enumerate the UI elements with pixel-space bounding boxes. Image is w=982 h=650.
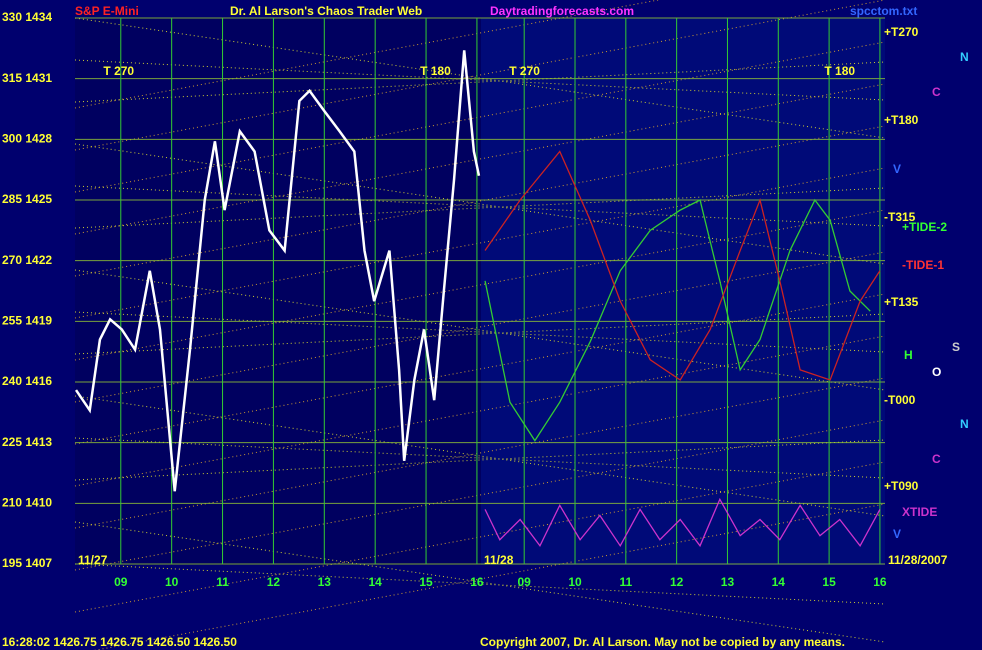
series-line <box>484 198 871 442</box>
y-tick-label: 225 1413 <box>2 435 52 449</box>
y-tick-label: 270 1422 <box>2 253 52 267</box>
y-tick-label: 300 1428 <box>2 132 52 146</box>
level-label: H <box>904 348 913 362</box>
level-label: +TIDE-2 <box>902 220 947 234</box>
x-tick-label: 12 <box>670 575 684 589</box>
decor-line <box>74 17 886 139</box>
x-tick-label: 11 <box>619 575 632 589</box>
level-label: +T180 <box>884 113 919 127</box>
date-label: 11/27 <box>78 553 108 567</box>
annotation: T 180 <box>420 64 451 78</box>
level-label: -T315 <box>884 210 916 224</box>
series-line <box>484 150 881 381</box>
level-label: V <box>893 527 901 541</box>
level-label: +T270 <box>884 25 919 39</box>
y-tick-label: 255 1419 <box>2 314 52 328</box>
x-tick-label: 11 <box>216 575 229 589</box>
series-line <box>74 50 481 492</box>
x-tick-label: 12 <box>267 575 281 589</box>
level-label: N <box>960 50 969 64</box>
y-tick-label: 210 1410 <box>2 496 52 510</box>
x-tick-label: 14 <box>772 575 786 589</box>
end-date: 11/28/2007 <box>888 553 948 567</box>
status: 16:28:02 1426.75 1426.75 1426.50 1426.50 <box>2 635 237 649</box>
x-tick-label: 09 <box>114 575 128 589</box>
panel-background <box>75 18 481 565</box>
x-tick-label: 09 <box>518 575 532 589</box>
site: Daytradingforecasts.com <box>490 4 634 18</box>
copyright: Copyright 2007, Dr. Al Larson. May not b… <box>480 635 845 649</box>
level-label: S <box>952 340 960 354</box>
level-label: C <box>932 452 941 466</box>
level-label: XTIDE <box>902 505 937 519</box>
x-tick-label: 16 <box>470 575 484 589</box>
title: Dr. Al Larson's Chaos Trader Web <box>230 4 422 18</box>
y-tick-label: 240 1416 <box>2 374 52 388</box>
annotation: T 180 <box>824 64 855 78</box>
x-tick-label: 15 <box>822 575 836 589</box>
y-tick-label: 330 1434 <box>2 10 52 24</box>
level-label: C <box>932 85 941 99</box>
annotation: T 270 <box>103 64 134 78</box>
level-label: +T090 <box>884 479 919 493</box>
panel-background <box>481 18 885 565</box>
decor-line <box>74 521 886 643</box>
level-label: N <box>960 417 969 431</box>
date-label: 11/28 <box>484 553 514 567</box>
level-label: +T135 <box>884 295 919 309</box>
y-tick-label: 315 1431 <box>2 71 52 85</box>
level-label: -T000 <box>884 393 916 407</box>
level-label: -TIDE-1 <box>902 258 944 272</box>
level-label: V <box>893 162 901 176</box>
x-tick-label: 15 <box>419 575 433 589</box>
y-tick-label: 285 1425 <box>2 192 52 206</box>
symbol: S&P E-Mini <box>75 4 139 18</box>
x-tick-label: 10 <box>165 575 179 589</box>
decor-line <box>74 395 886 517</box>
annotation: T 270 <box>509 64 540 78</box>
file: spcctom.txt <box>850 4 917 18</box>
y-tick-label: 195 1407 <box>2 556 52 570</box>
x-tick-label: 14 <box>368 575 382 589</box>
level-label: O <box>932 365 941 379</box>
x-tick-label: 16 <box>873 575 887 589</box>
x-tick-label: 10 <box>568 575 582 589</box>
x-tick-label: 13 <box>318 575 332 589</box>
decor-line <box>74 269 886 391</box>
x-tick-label: 13 <box>721 575 735 589</box>
series-line <box>484 497 881 548</box>
